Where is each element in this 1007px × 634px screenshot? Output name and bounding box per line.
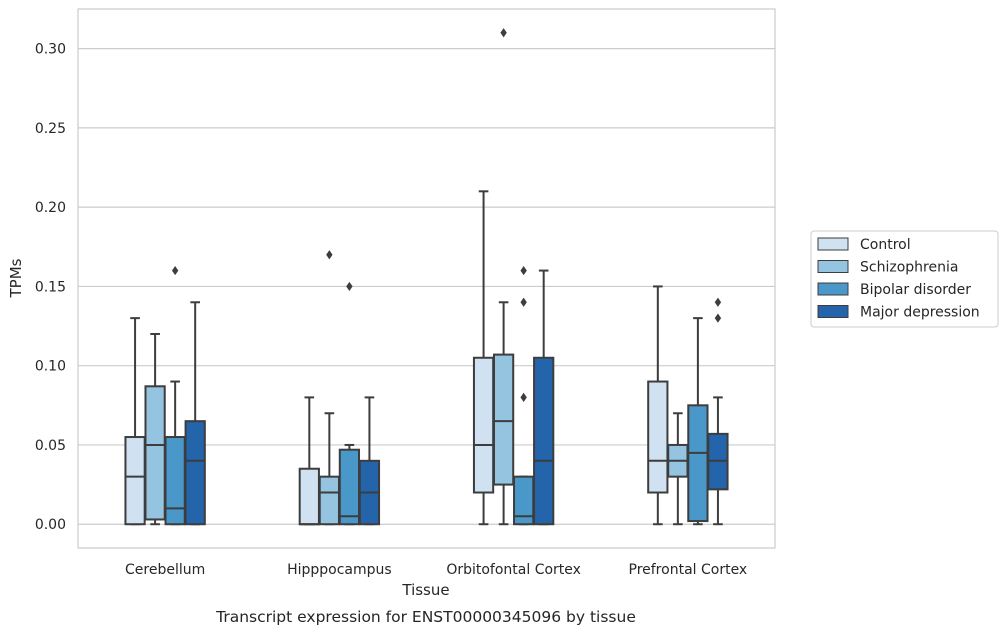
outlier-point [171,265,179,276]
box-groups [124,28,729,526]
y-tick-label: 0.05 [35,438,66,454]
box-control [124,317,146,526]
box-iqr [533,356,555,526]
legend-label: Bipolar disorder [860,282,971,298]
y-tick-label: 0.20 [35,200,66,216]
outlier-point [520,392,527,402]
legend-swatch [817,305,849,318]
box-iqr [298,467,320,526]
x-axis-label: Tissue [401,581,449,599]
box-iqr [318,475,340,526]
legend: Control Schizophrenia Bipolar disorder Majo… [810,230,999,328]
outlier-point [714,313,722,323]
box-control [647,285,669,526]
box-bipolar-disorder [687,317,709,526]
legend-swatch [817,237,849,251]
box-bipolar-disorder [513,265,535,526]
y-axis-label: TPMs [7,258,25,298]
box-schizophrenia [318,250,340,526]
box-bipolar-disorder [338,281,361,526]
box-schizophrenia [667,412,689,526]
legend-label: Schizophrenia [860,260,958,276]
box-schizophrenia [492,28,515,526]
box-control [472,190,495,526]
box-bipolar-disorder [164,265,186,526]
legend-swatch [817,282,849,296]
box-iqr [492,353,515,486]
y-tick-label: 0.25 [35,121,66,137]
outlier-point [326,250,333,260]
box-iqr [687,404,709,523]
y-tick-label: 0.00 [35,517,66,533]
x-axis-ticks: Cerebellum Hipppocampus Orbitofontal Corte… [125,562,747,578]
outlier-point [500,28,507,38]
box-major-depression [358,396,381,526]
box-major-depression [184,301,206,526]
y-tick-label: 0.15 [35,279,66,295]
legend-frame [810,230,999,328]
outlier-point [520,297,527,307]
outlier-point [714,297,722,307]
box-iqr [144,385,166,521]
box-schizophrenia [144,332,166,526]
box-iqr [472,356,495,494]
box-iqr [184,420,206,526]
figure-caption: Transcript expression for ENST0000034509… [215,608,636,626]
outlier-point [346,281,353,292]
legend-label: Major depression [860,305,980,321]
x-tick-label: Orbitofontal Cortex [446,562,581,578]
x-tick-label: Cerebellum [125,562,205,578]
box-major-depression [707,297,729,526]
y-tick-label: 0.30 [35,42,66,58]
y-axis-ticks: 0.00 0.05 0.10 0.15 0.20 0.25 0.30 [35,42,66,534]
y-tick-label: 0.10 [35,359,66,375]
outlier-point [520,265,527,276]
x-tick-label: Prefrontal Cortex [629,562,748,578]
box-iqr [338,448,361,526]
box-iqr [647,380,669,494]
legend-label: Control [860,237,911,253]
box-iqr [164,436,186,526]
box-major-depression [533,269,555,526]
plot-frame [77,8,776,549]
box-iqr [124,436,146,526]
box-control [298,396,320,526]
legend-swatch [817,260,849,273]
x-tick-label: Hipppocampus [287,562,392,578]
